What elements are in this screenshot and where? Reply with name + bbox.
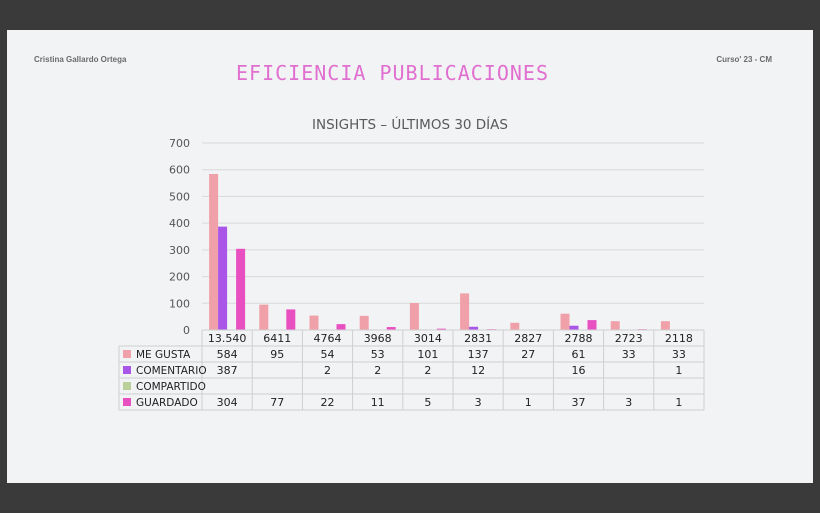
- bar: [436, 328, 446, 330]
- legend-label: COMENTARIO: [136, 365, 207, 377]
- y-tick-label: 200: [169, 271, 190, 284]
- course-label: Curso' 23 - CM: [716, 55, 772, 64]
- bar: [209, 173, 219, 330]
- x-tick-label: 6411: [263, 332, 291, 345]
- bar: [386, 327, 396, 330]
- bar: [569, 325, 579, 330]
- legend-label: GUARDADO: [136, 397, 198, 409]
- data-label: 77: [270, 396, 284, 409]
- data-label: 137: [468, 348, 489, 361]
- data-label: 304: [217, 396, 238, 409]
- data-label: 11: [371, 396, 385, 409]
- x-tick-label: 2831: [464, 332, 492, 345]
- legend-swatch: [123, 382, 131, 390]
- data-label: 1: [675, 396, 682, 409]
- data-label: 387: [217, 364, 238, 377]
- data-label: 12: [471, 364, 485, 377]
- data-label: 61: [572, 348, 586, 361]
- legend-swatch: [123, 366, 131, 374]
- x-tick-label: 2723: [615, 332, 643, 345]
- bar: [409, 303, 419, 330]
- slide-title: EFICIENCIA PUBLICACIONES: [236, 61, 549, 85]
- data-label: 584: [217, 348, 238, 361]
- x-tick-label: 2118: [665, 332, 693, 345]
- author-name: Cristina Gallardo Ortega: [34, 55, 127, 64]
- x-tick-label: 3968: [364, 332, 392, 345]
- legend-swatch: [123, 350, 131, 358]
- y-tick-label: 600: [169, 164, 190, 177]
- bar: [236, 248, 246, 330]
- data-label: 2: [374, 364, 381, 377]
- x-tick-label: 2827: [514, 332, 542, 345]
- data-label: 5: [424, 396, 431, 409]
- y-tick-label: 0: [183, 324, 190, 337]
- bar: [218, 226, 228, 330]
- bar: [309, 315, 319, 330]
- data-label: 54: [321, 348, 335, 361]
- data-label: 3: [625, 396, 632, 409]
- data-label: 53: [371, 348, 385, 361]
- y-tick-label: 400: [169, 217, 190, 230]
- y-tick-label: 500: [169, 190, 190, 203]
- bar: [510, 322, 520, 330]
- y-tick-label: 300: [169, 244, 190, 257]
- data-label: 1: [675, 364, 682, 377]
- x-tick-label: 3014: [414, 332, 442, 345]
- data-label: 101: [417, 348, 438, 361]
- x-tick-label: 4764: [314, 332, 342, 345]
- data-label: 3: [475, 396, 482, 409]
- bar: [259, 304, 269, 330]
- bar-chart: 0 100 200 300 400 500 600 700 13.540 6411 4764 3968…: [118, 137, 705, 411]
- data-label: 2: [424, 364, 431, 377]
- bar: [610, 321, 620, 330]
- data-label: 37: [572, 396, 586, 409]
- y-tick-label: 100: [169, 297, 190, 310]
- bar: [359, 315, 369, 330]
- bar: [587, 320, 597, 330]
- bar: [660, 321, 670, 330]
- bar: [560, 313, 570, 330]
- legend-swatch: [123, 398, 131, 406]
- x-tick-label: 2788: [565, 332, 593, 345]
- data-label: 95: [270, 348, 284, 361]
- data-label: 16: [572, 364, 586, 377]
- x-tick-label: 13.540: [208, 332, 247, 345]
- data-label: 2: [324, 364, 331, 377]
- chart-title: INSIGHTS – ÚLTIMOS 30 DÍAS: [312, 117, 508, 133]
- bar: [336, 324, 346, 330]
- data-label: 33: [622, 348, 636, 361]
- bar: [460, 293, 470, 330]
- y-tick-label: 700: [169, 137, 190, 150]
- data-label: 27: [521, 348, 535, 361]
- slide: Cristina Gallardo Ortega Curso' 23 - CM …: [7, 30, 813, 483]
- legend-label: ME GUSTA: [136, 349, 191, 361]
- data-label: 22: [321, 396, 335, 409]
- legend-label: COMPARTIDO: [136, 381, 206, 393]
- data-label: 1: [525, 396, 532, 409]
- data-label: 33: [672, 348, 686, 361]
- bar: [469, 326, 479, 330]
- bar: [286, 309, 296, 330]
